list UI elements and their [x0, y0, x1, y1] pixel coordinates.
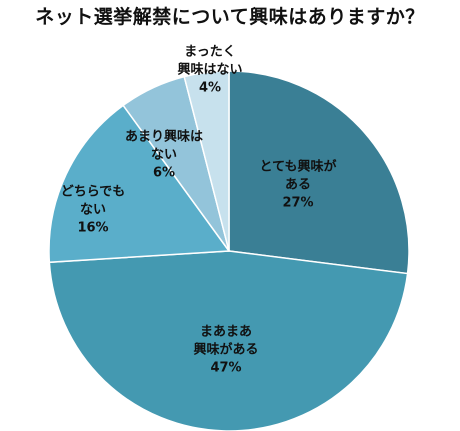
slice-value-2: 47%	[210, 361, 241, 376]
pie-labels: とても興味がある 27%まあまあ興味がある 47%どちらでもない 16%あまり興味はな…	[61, 45, 337, 376]
slice-value-3: 16%	[77, 221, 108, 236]
slice-label-3: どちらでもない 16%	[61, 185, 126, 236]
slice-label-line: まあまあ	[200, 325, 252, 340]
pie-slice-1	[228, 70, 410, 275]
slice-label-line: 興味がある	[193, 342, 258, 358]
slice-label-line: あまり興味は	[125, 129, 203, 145]
slice-value-5: 4%	[199, 81, 221, 96]
slice-label-4: あまり興味はない 6%	[125, 129, 203, 181]
slice-label-line: ない	[151, 148, 177, 163]
slice-value-1: 27%	[282, 196, 313, 211]
pie-slice-2	[48, 250, 409, 431]
slice-label-5: まったく興味はない 4%	[177, 45, 242, 96]
slice-label-line: 興味はない	[177, 62, 242, 78]
slice-label-line: どちらでも	[61, 185, 126, 200]
chart-title: ネット選挙解禁について興味はありますか？	[35, 6, 425, 28]
slice-label-line: ある	[285, 178, 311, 193]
slice-label-2: まあまあ興味がある 47%	[193, 325, 258, 376]
slice-value-4: 6%	[153, 166, 175, 181]
slice-label-1: とても興味がある 27%	[260, 159, 337, 211]
pie-slice-5	[183, 70, 230, 252]
slice-label-line: とても興味が	[260, 159, 337, 175]
pie-slices	[48, 70, 410, 431]
pie-slice-3	[48, 104, 231, 264]
slice-label-line: ない	[80, 203, 106, 218]
slice-label-line: まったく	[184, 45, 235, 60]
